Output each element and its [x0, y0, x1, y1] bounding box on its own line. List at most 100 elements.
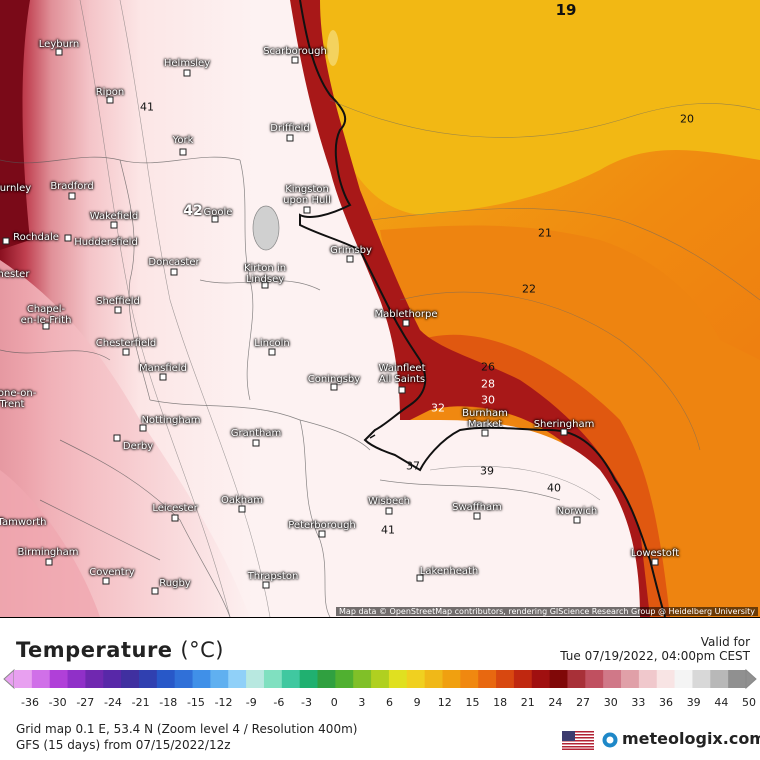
color-scale-swatch [406, 670, 426, 688]
town-dot [110, 221, 118, 229]
town-label[interactable]: Lincoln [254, 338, 290, 349]
town-dot [68, 192, 76, 200]
town-label[interactable]: Leicester [152, 503, 198, 514]
town-label[interactable]: Peterborough [288, 520, 356, 531]
color-scale-tick-label: -6 [273, 696, 285, 709]
color-scale-swatch [103, 670, 122, 688]
town-label[interactable]: Stone-on- Trent [0, 388, 37, 410]
town-label[interactable]: Ripon [95, 87, 125, 98]
town-dot [151, 587, 159, 595]
sea-band-19 [300, 0, 760, 215]
color-scale-swatch [388, 670, 408, 688]
color-scale-swatch [585, 670, 604, 688]
color-scale-swatch [228, 670, 247, 688]
town-label[interactable]: Burnham Market [462, 408, 508, 430]
town-dot [171, 514, 179, 522]
color-scale-tick-label: 6 [386, 696, 393, 709]
color-scale-swatch [674, 670, 693, 688]
color-scale-swatch [442, 670, 461, 688]
town-label[interactable]: Chester [0, 269, 30, 280]
town-label[interactable]: Grimsby [330, 245, 372, 256]
legend-panel: Temperature (°C) Valid for Tue 07/19/202… [0, 618, 760, 760]
color-scale-tick-label: 33 [631, 696, 646, 709]
town-dot [560, 428, 568, 436]
isotherms [79, 0, 760, 617]
color-scale-tick-label: 36 [659, 696, 674, 709]
town-label[interactable]: Wainfleet All Saints [378, 363, 426, 385]
color-scale-swatch [317, 670, 336, 688]
town-label[interactable]: Kingston upon Hull [283, 184, 331, 206]
brand-name[interactable]: meteologix.com [622, 729, 760, 748]
town-label[interactable]: Bradford [50, 181, 94, 192]
town-label[interactable]: Tamworth [0, 517, 47, 528]
town-label[interactable]: Rochdale [13, 232, 59, 243]
land-southwest-hot [0, 470, 100, 617]
color-scale-swatch [31, 670, 51, 688]
model-info: GFS (15 days) from 07/15/2022/12z [16, 738, 231, 752]
town-label[interactable]: Mansfield [139, 363, 187, 374]
town-label[interactable]: Helmsley [163, 58, 211, 69]
color-scale-swatch [353, 670, 372, 688]
town-label[interactable]: York [172, 135, 194, 146]
color-scale-tick-label: -18 [159, 696, 178, 709]
town-dot [42, 322, 50, 330]
color-scale-tick-label: -27 [76, 696, 95, 709]
us-flag-icon[interactable] [562, 731, 594, 750]
town-label[interactable]: Chapel- en-le-Frith [20, 304, 72, 326]
contour-label: 37 [406, 459, 420, 473]
color-scale-tick-label: 27 [576, 696, 591, 709]
town-label[interactable]: Birmingham [17, 547, 79, 558]
grid-info: Grid map 0.1 E, 53.4 N (Zoom level 4 / R… [16, 722, 358, 736]
color-scale-swatch [638, 670, 658, 688]
town-label[interactable]: Coventry [89, 567, 135, 578]
legend-title-text: Temperature [16, 638, 173, 662]
legend-title: Temperature (°C) [16, 638, 224, 662]
town-label[interactable]: Scarborough [263, 46, 327, 57]
town-label[interactable]: Rugby [159, 578, 191, 589]
color-scale-swatch [621, 670, 640, 688]
town-label[interactable]: Norwich [556, 506, 598, 517]
color-scale-tick-label: 9 [413, 696, 421, 709]
town-dot [183, 69, 191, 77]
town-label[interactable]: Lowestoft [630, 548, 680, 559]
color-scale-tick-label: 44 [714, 696, 729, 709]
color-scale-swatch [728, 670, 747, 688]
town-label[interactable]: Swaffham [452, 502, 502, 513]
coastline [299, 0, 666, 617]
town-label[interactable]: Goole [203, 207, 233, 218]
town-label[interactable]: Sheffield [96, 296, 140, 307]
town-label[interactable]: Oakham [221, 495, 263, 506]
land-west-hot-edge [0, 0, 30, 250]
town-label[interactable]: Driffield [270, 123, 310, 134]
town-label[interactable]: Kirton in Lindsey [243, 263, 287, 285]
color-scale-swatch [692, 670, 711, 688]
town-label[interactable]: Lakenheath [419, 566, 479, 577]
town-label[interactable]: Coningsby [307, 374, 361, 385]
town-label[interactable]: Sheringham [533, 419, 595, 430]
town-label[interactable]: Thrapston [247, 571, 299, 582]
town-label[interactable]: Grantham [230, 428, 282, 439]
town-label[interactable]: Nottingham [141, 415, 201, 426]
town-label[interactable]: Leyburn [38, 39, 80, 50]
town-label[interactable]: Doncaster [148, 257, 200, 268]
town-label[interactable]: Wakefield [89, 211, 139, 222]
town-label[interactable]: Mablethorpe [374, 309, 438, 320]
town-label[interactable]: Wisbech [368, 496, 410, 507]
town-label[interactable]: Chesterfield [95, 338, 157, 349]
contour-label: 28 [481, 377, 495, 391]
temperature-map[interactable]: Leyburn Helmsley Scarborough Ripon Driff… [0, 0, 760, 618]
color-scale-swatch [263, 670, 283, 688]
town-dot [122, 348, 130, 356]
contour-label: 26 [481, 360, 495, 374]
town-dot [573, 516, 581, 524]
town-label[interactable]: Huddersfield [74, 237, 138, 248]
contour-label: 32 [431, 401, 445, 415]
contour-label: 41 [381, 523, 395, 537]
admin-boundaries [0, 156, 561, 617]
color-scale-tick-label: -3 [301, 696, 313, 709]
town-label[interactable]: Burnley [0, 183, 32, 194]
sea-coastal-band [290, 0, 650, 617]
color-scale-swatch [549, 670, 568, 688]
town-label[interactable]: Derby [122, 441, 154, 452]
contour-label: 19 [555, 1, 577, 19]
